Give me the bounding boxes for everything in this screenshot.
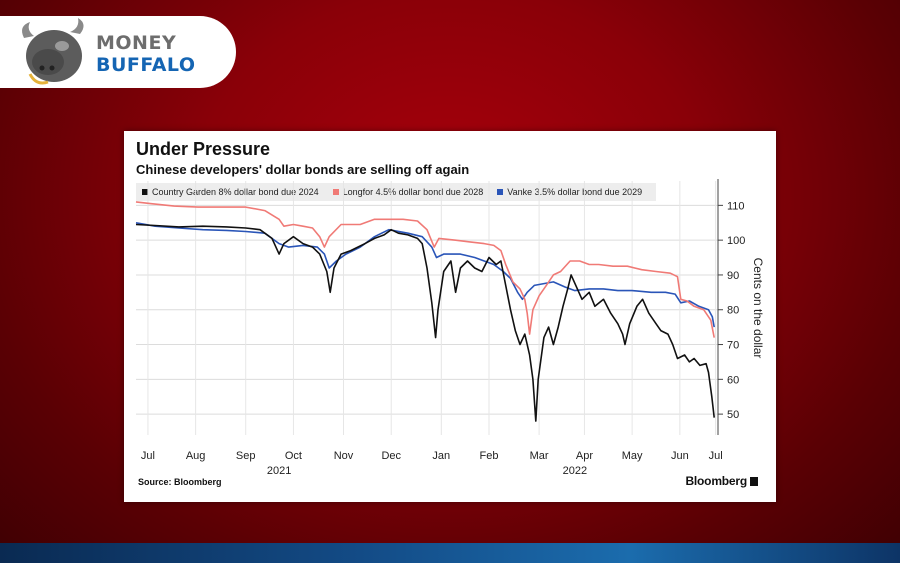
chart-subtitle: Chinese developers' dollar bonds are sel… — [136, 162, 470, 177]
legend-item-vanke: Vanke 3.5% dollar bond due 2029 — [497, 187, 642, 197]
x-tick-label-2: Sep — [236, 450, 256, 462]
legend-swatch-vanke — [497, 189, 504, 195]
brand-name-line2: BUFFALO — [96, 54, 196, 76]
x-tick-label-3: Oct — [285, 450, 302, 462]
publisher-mark-icon — [750, 477, 758, 486]
bottom-accent-strip — [0, 543, 900, 563]
y-tick-label-70: 70 — [727, 340, 739, 352]
x-tick-label-9: Apr — [576, 450, 593, 462]
x-tick-label-12: Jul — [709, 450, 723, 462]
y-tick-label-60: 60 — [727, 374, 739, 386]
x-tick-label-1: Aug — [186, 450, 206, 462]
legend-item-longfor: Longfor 4.5% dollar bond due 2028 — [332, 187, 484, 197]
legend-label-country-garden: Country Garden 8% dollar bond due 2024 — [152, 187, 319, 197]
x-tick-label-10: May — [622, 450, 643, 462]
y-axis-title: Cents on the dollar — [751, 258, 765, 359]
chart-title: Under Pressure — [136, 139, 271, 159]
legend-swatch-longfor — [332, 189, 339, 195]
y-tick-label-50: 50 — [727, 409, 739, 421]
x-tick-label-5: Dec — [381, 450, 401, 462]
y-tick-label-110: 110 — [727, 200, 745, 212]
source-note: Source: Bloomberg — [138, 477, 222, 487]
brand-logo: MONEY BUFFALO — [0, 16, 236, 88]
x-year-label-0: 2021 — [267, 465, 291, 477]
x-tick-label-11: Jun — [671, 450, 689, 462]
legend-swatch-country-garden — [142, 189, 148, 195]
line-chart: 50 60 70 80 90 100 110 Jul Aug Sep Oct Nov Dec Jan Feb… — [135, 179, 765, 477]
x-year-label-1: 2022 — [563, 465, 587, 477]
x-tick-label-4: Nov — [334, 450, 354, 462]
brand-name-line1: MONEY — [96, 32, 177, 54]
series-line-1 — [135, 201, 715, 338]
legend-label-vanke: Vanke 3.5% dollar bond due 2029 — [507, 187, 643, 197]
series-line-0 — [135, 223, 715, 422]
x-tick-label-6: Jan — [432, 450, 450, 462]
y-tick-label-100: 100 — [727, 235, 745, 247]
x-tick-label-8: Mar — [530, 450, 549, 462]
chart-legend: Country Garden 8% dollar bond due 2024 L… — [136, 183, 656, 201]
y-tick-label-90: 90 — [727, 270, 739, 282]
buffalo-head-icon — [22, 18, 84, 85]
x-tick-label-0: Jul — [141, 450, 155, 462]
publisher-name: Bloomberg — [685, 474, 747, 488]
series-line-2 — [135, 222, 715, 328]
legend-item-country-garden: Country Garden 8% dollar bond due 2024 — [142, 187, 319, 197]
legend-label-longfor: Longfor 4.5% dollar bond due 2028 — [342, 187, 484, 197]
x-tick-label-7: Feb — [480, 450, 499, 462]
chart-card: Under Pressure Chinese developers' dolla… — [124, 131, 776, 502]
publisher-logo: Bloomberg — [685, 474, 758, 488]
y-tick-label-80: 80 — [727, 305, 739, 317]
